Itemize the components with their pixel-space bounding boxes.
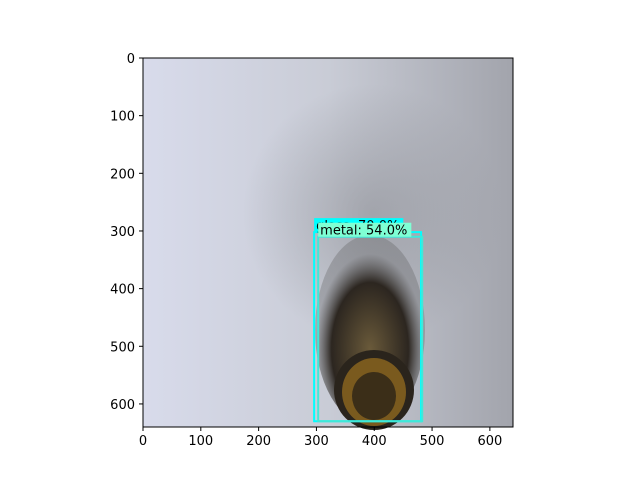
x-tick-label: 0 bbox=[139, 434, 147, 449]
y-tick-label: 400 bbox=[110, 283, 135, 298]
x-tick-label: 100 bbox=[188, 434, 213, 449]
detection-label: metal: 54.0% bbox=[320, 224, 407, 239]
x-tick-label: 500 bbox=[420, 434, 445, 449]
x-tick-label: 200 bbox=[246, 434, 271, 449]
y-tick-label: 300 bbox=[110, 225, 135, 240]
y-tick-label: 100 bbox=[110, 110, 135, 125]
x-tick-label: 300 bbox=[304, 434, 329, 449]
y-tick-label: 500 bbox=[110, 340, 135, 355]
label-background bbox=[318, 222, 412, 237]
image bbox=[143, 58, 513, 430]
y-tick-label: 600 bbox=[110, 398, 135, 413]
y-tick-label: 0 bbox=[127, 52, 135, 67]
x-tick-label: 600 bbox=[477, 434, 502, 449]
y-tick-label: 200 bbox=[110, 167, 135, 182]
x-tick-label: 400 bbox=[362, 434, 387, 449]
axes-frame bbox=[142, 57, 514, 428]
